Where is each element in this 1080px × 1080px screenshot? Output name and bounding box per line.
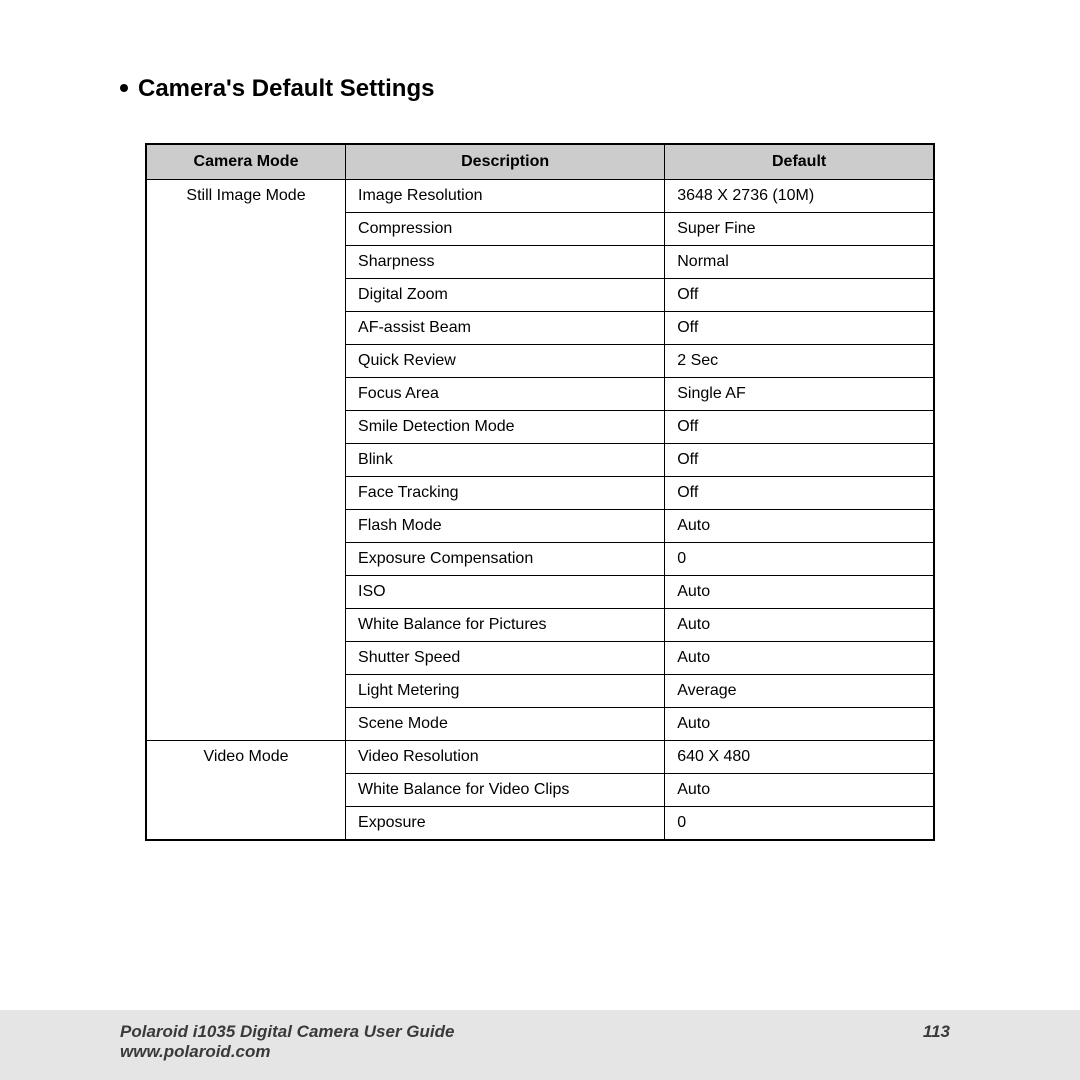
footer-page-number: 113 xyxy=(923,1022,950,1042)
cell-default: Auto xyxy=(665,609,934,642)
cell-default: Auto xyxy=(665,774,934,807)
cell-default: Normal xyxy=(665,246,934,279)
bullet-icon xyxy=(120,84,128,92)
cell-description: White Balance for Video Clips xyxy=(346,774,665,807)
cell-description: Light Metering xyxy=(346,675,665,708)
cell-description: Quick Review xyxy=(346,345,665,378)
col-header-default: Default xyxy=(665,144,934,180)
document-page: Camera's Default Settings Camera Mode De… xyxy=(0,0,1080,1080)
cell-default: Auto xyxy=(665,708,934,741)
cell-mode: Still Image Mode xyxy=(146,180,346,741)
cell-description: Blink xyxy=(346,444,665,477)
cell-default: Auto xyxy=(665,576,934,609)
cell-description: ISO xyxy=(346,576,665,609)
cell-default: Super Fine xyxy=(665,213,934,246)
cell-default: 2 Sec xyxy=(665,345,934,378)
cell-description: Exposure Compensation xyxy=(346,543,665,576)
cell-default: Off xyxy=(665,279,934,312)
cell-description: Scene Mode xyxy=(346,708,665,741)
cell-default: 0 xyxy=(665,543,934,576)
footer-url: www.polaroid.com xyxy=(120,1042,950,1062)
cell-description: Exposure xyxy=(346,807,665,841)
cell-default: 3648 X 2736 (10M) xyxy=(665,180,934,213)
col-header-mode: Camera Mode xyxy=(146,144,346,180)
cell-description: White Balance for Pictures xyxy=(346,609,665,642)
cell-default: 640 X 480 xyxy=(665,741,934,774)
col-header-description: Description xyxy=(346,144,665,180)
cell-default: Average xyxy=(665,675,934,708)
table-body: Still Image ModeImage Resolution3648 X 2… xyxy=(146,180,934,841)
footer-guide-title: Polaroid i1035 Digital Camera User Guide xyxy=(120,1022,454,1042)
page-footer: Polaroid i1035 Digital Camera User Guide… xyxy=(0,1010,1080,1080)
cell-description: Digital Zoom xyxy=(346,279,665,312)
table-header-row: Camera Mode Description Default xyxy=(146,144,934,180)
cell-description: Shutter Speed xyxy=(346,642,665,675)
cell-description: Flash Mode xyxy=(346,510,665,543)
cell-description: AF-assist Beam xyxy=(346,312,665,345)
cell-mode: Video Mode xyxy=(146,741,346,841)
section-heading: Camera's Default Settings xyxy=(120,75,960,103)
cell-default: Off xyxy=(665,477,934,510)
cell-default: Off xyxy=(665,312,934,345)
cell-description: Image Resolution xyxy=(346,180,665,213)
cell-default: Off xyxy=(665,411,934,444)
table-row: Video ModeVideo Resolution640 X 480 xyxy=(146,741,934,774)
settings-table: Camera Mode Description Default Still Im… xyxy=(145,143,935,841)
cell-description: Sharpness xyxy=(346,246,665,279)
cell-description: Video Resolution xyxy=(346,741,665,774)
table-row: Still Image ModeImage Resolution3648 X 2… xyxy=(146,180,934,213)
cell-description: Face Tracking xyxy=(346,477,665,510)
cell-description: Compression xyxy=(346,213,665,246)
cell-default: Auto xyxy=(665,510,934,543)
cell-default: Auto xyxy=(665,642,934,675)
cell-default: Single AF xyxy=(665,378,934,411)
cell-default: 0 xyxy=(665,807,934,841)
cell-default: Off xyxy=(665,444,934,477)
cell-description: Focus Area xyxy=(346,378,665,411)
heading-text: Camera's Default Settings xyxy=(138,75,434,102)
cell-description: Smile Detection Mode xyxy=(346,411,665,444)
